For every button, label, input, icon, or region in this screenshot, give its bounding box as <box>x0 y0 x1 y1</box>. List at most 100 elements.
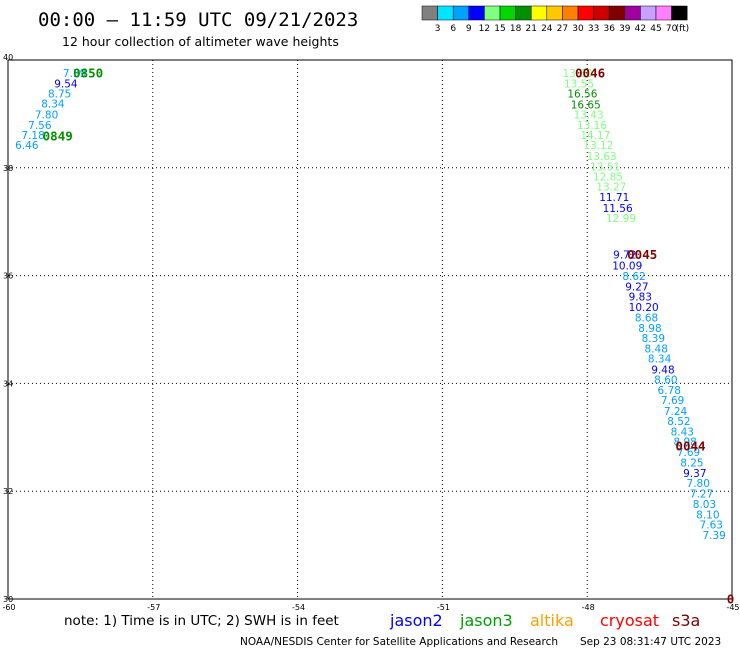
wave-height-label: 9.48 <box>651 364 674 376</box>
wave-height-label: 8.43 <box>671 426 694 438</box>
gridlines <box>8 60 732 599</box>
legend-unit: (ft) <box>676 24 690 34</box>
legend-bin-label: 18 <box>510 24 522 34</box>
legend-swatch <box>562 5 579 21</box>
wave-height-label: 13.51 <box>590 161 620 173</box>
wave-height-label: 8.98 <box>638 323 661 335</box>
satellite-name: altika <box>530 611 574 630</box>
wave-height-label: 8.10 <box>696 509 719 521</box>
legend-bin-label: 15 <box>494 24 505 34</box>
wave-height-label: 11.71 <box>599 192 629 204</box>
x-tick-label: -60 <box>2 603 15 612</box>
legend-swatch <box>577 5 594 21</box>
wave-height-label: 8.68 <box>635 313 658 325</box>
footer-note: note: 1) Time is in UTC; 2) SWH is in fe… <box>64 613 339 629</box>
legend-swatch <box>671 5 688 21</box>
wave-height-label: 8.39 <box>642 333 665 345</box>
pass-time-label: 0045 <box>627 247 657 262</box>
pass-time-label: 0849 <box>43 129 73 144</box>
wave-height-label: 8.34 <box>41 99 65 111</box>
legend-swatch <box>640 5 657 21</box>
wave-height-label: 8.52 <box>667 416 690 428</box>
wave-height-label: 8.60 <box>654 375 677 387</box>
legend-swatch <box>468 5 485 21</box>
legend-bin-label: 27 <box>557 24 568 34</box>
y-tick-label: 34 <box>3 379 13 388</box>
wave-height-label: 10.09 <box>612 260 642 272</box>
legend-swatch <box>421 5 438 21</box>
pass-time-label: 0850 <box>73 66 103 81</box>
legend-bin-label: 9 <box>466 24 472 34</box>
timestamp: Sep 23 08:31:47 UTC 2023 <box>580 636 721 648</box>
color-legend: 3 6 9 12 15 18 21 24 27 30 33 36 39 42 45 70(ft) <box>421 5 690 34</box>
wave-height-label: 7.24 <box>664 406 688 418</box>
legend-swatch <box>608 5 626 21</box>
chart-subtitle: 12 hour collection of altimeter wave hei… <box>62 34 339 49</box>
legend-bin-label: 21 <box>525 24 536 34</box>
wave-height-label: 13.27 <box>596 182 626 194</box>
legend-bin-label: 70 <box>666 24 678 34</box>
x-tick-label: -57 <box>147 603 160 612</box>
credit-line: NOAA/NESDIS Center for Satellite Applica… <box>240 636 558 648</box>
wave-height-label: 13.63 <box>587 151 617 163</box>
y-tick-label: 40 <box>3 53 13 62</box>
wave-height-label: 10.20 <box>629 302 659 314</box>
legend-swatch <box>655 5 672 21</box>
pass-time-label: 0046 <box>575 66 605 81</box>
x-tick-label: -54 <box>292 603 305 612</box>
legend-bin-label: 39 <box>619 24 631 34</box>
wave-height-label: 16.65 <box>571 99 601 111</box>
x-tick-label: -48 <box>582 603 595 612</box>
wave-height-label: 13.12 <box>583 140 613 152</box>
legend-bin-label: 42 <box>635 24 646 34</box>
wave-height-label: 8.03 <box>693 499 716 511</box>
wave-height-label: 7.27 <box>690 488 713 500</box>
legend-swatch <box>515 5 532 21</box>
wave-height-label: 7.80 <box>35 110 58 122</box>
wave-height-label: 12.85 <box>593 172 623 184</box>
wave-height-label: 7.69 <box>677 447 700 459</box>
wave-height-label: 9.27 <box>625 281 648 293</box>
legend-swatch <box>530 5 548 21</box>
y-tick-label: 38 <box>3 164 13 173</box>
wave-height-label: 9.54 <box>54 78 78 90</box>
pass-time-label: 0 <box>727 592 735 607</box>
y-tick-label: 36 <box>3 272 13 281</box>
wave-height-label: 7.56 <box>28 120 52 132</box>
wave-height-label: 14.17 <box>580 130 610 142</box>
wave-height-label: 13.43 <box>574 110 604 122</box>
wave-height-label: 16.56 <box>567 88 597 100</box>
legend-swatch <box>593 5 610 21</box>
time-labels: 0850 0849 0046 0045 0044 0 <box>43 66 735 607</box>
wave-height-label: 9.72 <box>613 250 636 262</box>
x-tick-labels: -60 -57 -54 -51 -48 -45 <box>2 603 739 612</box>
legend-swatch <box>484 5 501 21</box>
legend-bin-label: 30 <box>572 24 584 34</box>
legend-swatch <box>452 5 470 21</box>
wave-height-label: 8.34 <box>648 354 672 366</box>
x-tick-label: -51 <box>437 603 450 612</box>
wave-height-label: 6.46 <box>15 140 39 152</box>
satellite-name: s3a <box>672 611 700 630</box>
y-tick-labels: 30 32 34 36 38 40 <box>3 53 13 604</box>
wave-height-label: 8.62 <box>622 271 645 283</box>
wave-height-label: 6.78 <box>658 385 681 397</box>
legend-swatch <box>624 5 641 21</box>
legend-bin-label: 36 <box>603 24 615 34</box>
satellite-name: cryosat <box>600 611 659 630</box>
wave-height-label: 8.48 <box>645 343 668 355</box>
legend-swatch <box>546 5 563 21</box>
legend-swatch <box>437 5 454 21</box>
wave-height-label: 13.80 <box>563 68 593 80</box>
wave-height-label: 7.80 <box>687 478 710 490</box>
legend-bin-label: 3 <box>435 24 441 34</box>
satellite-name: jason2 <box>389 611 443 630</box>
wave-height-label: 11.56 <box>603 203 633 215</box>
legend-bin-label: 24 <box>541 24 553 34</box>
wave-height-label: 9.83 <box>629 292 652 304</box>
wave-height-label: 7.63 <box>700 520 723 532</box>
x-tick-label: -45 <box>726 603 739 612</box>
legend-bin-label: 6 <box>450 24 456 34</box>
